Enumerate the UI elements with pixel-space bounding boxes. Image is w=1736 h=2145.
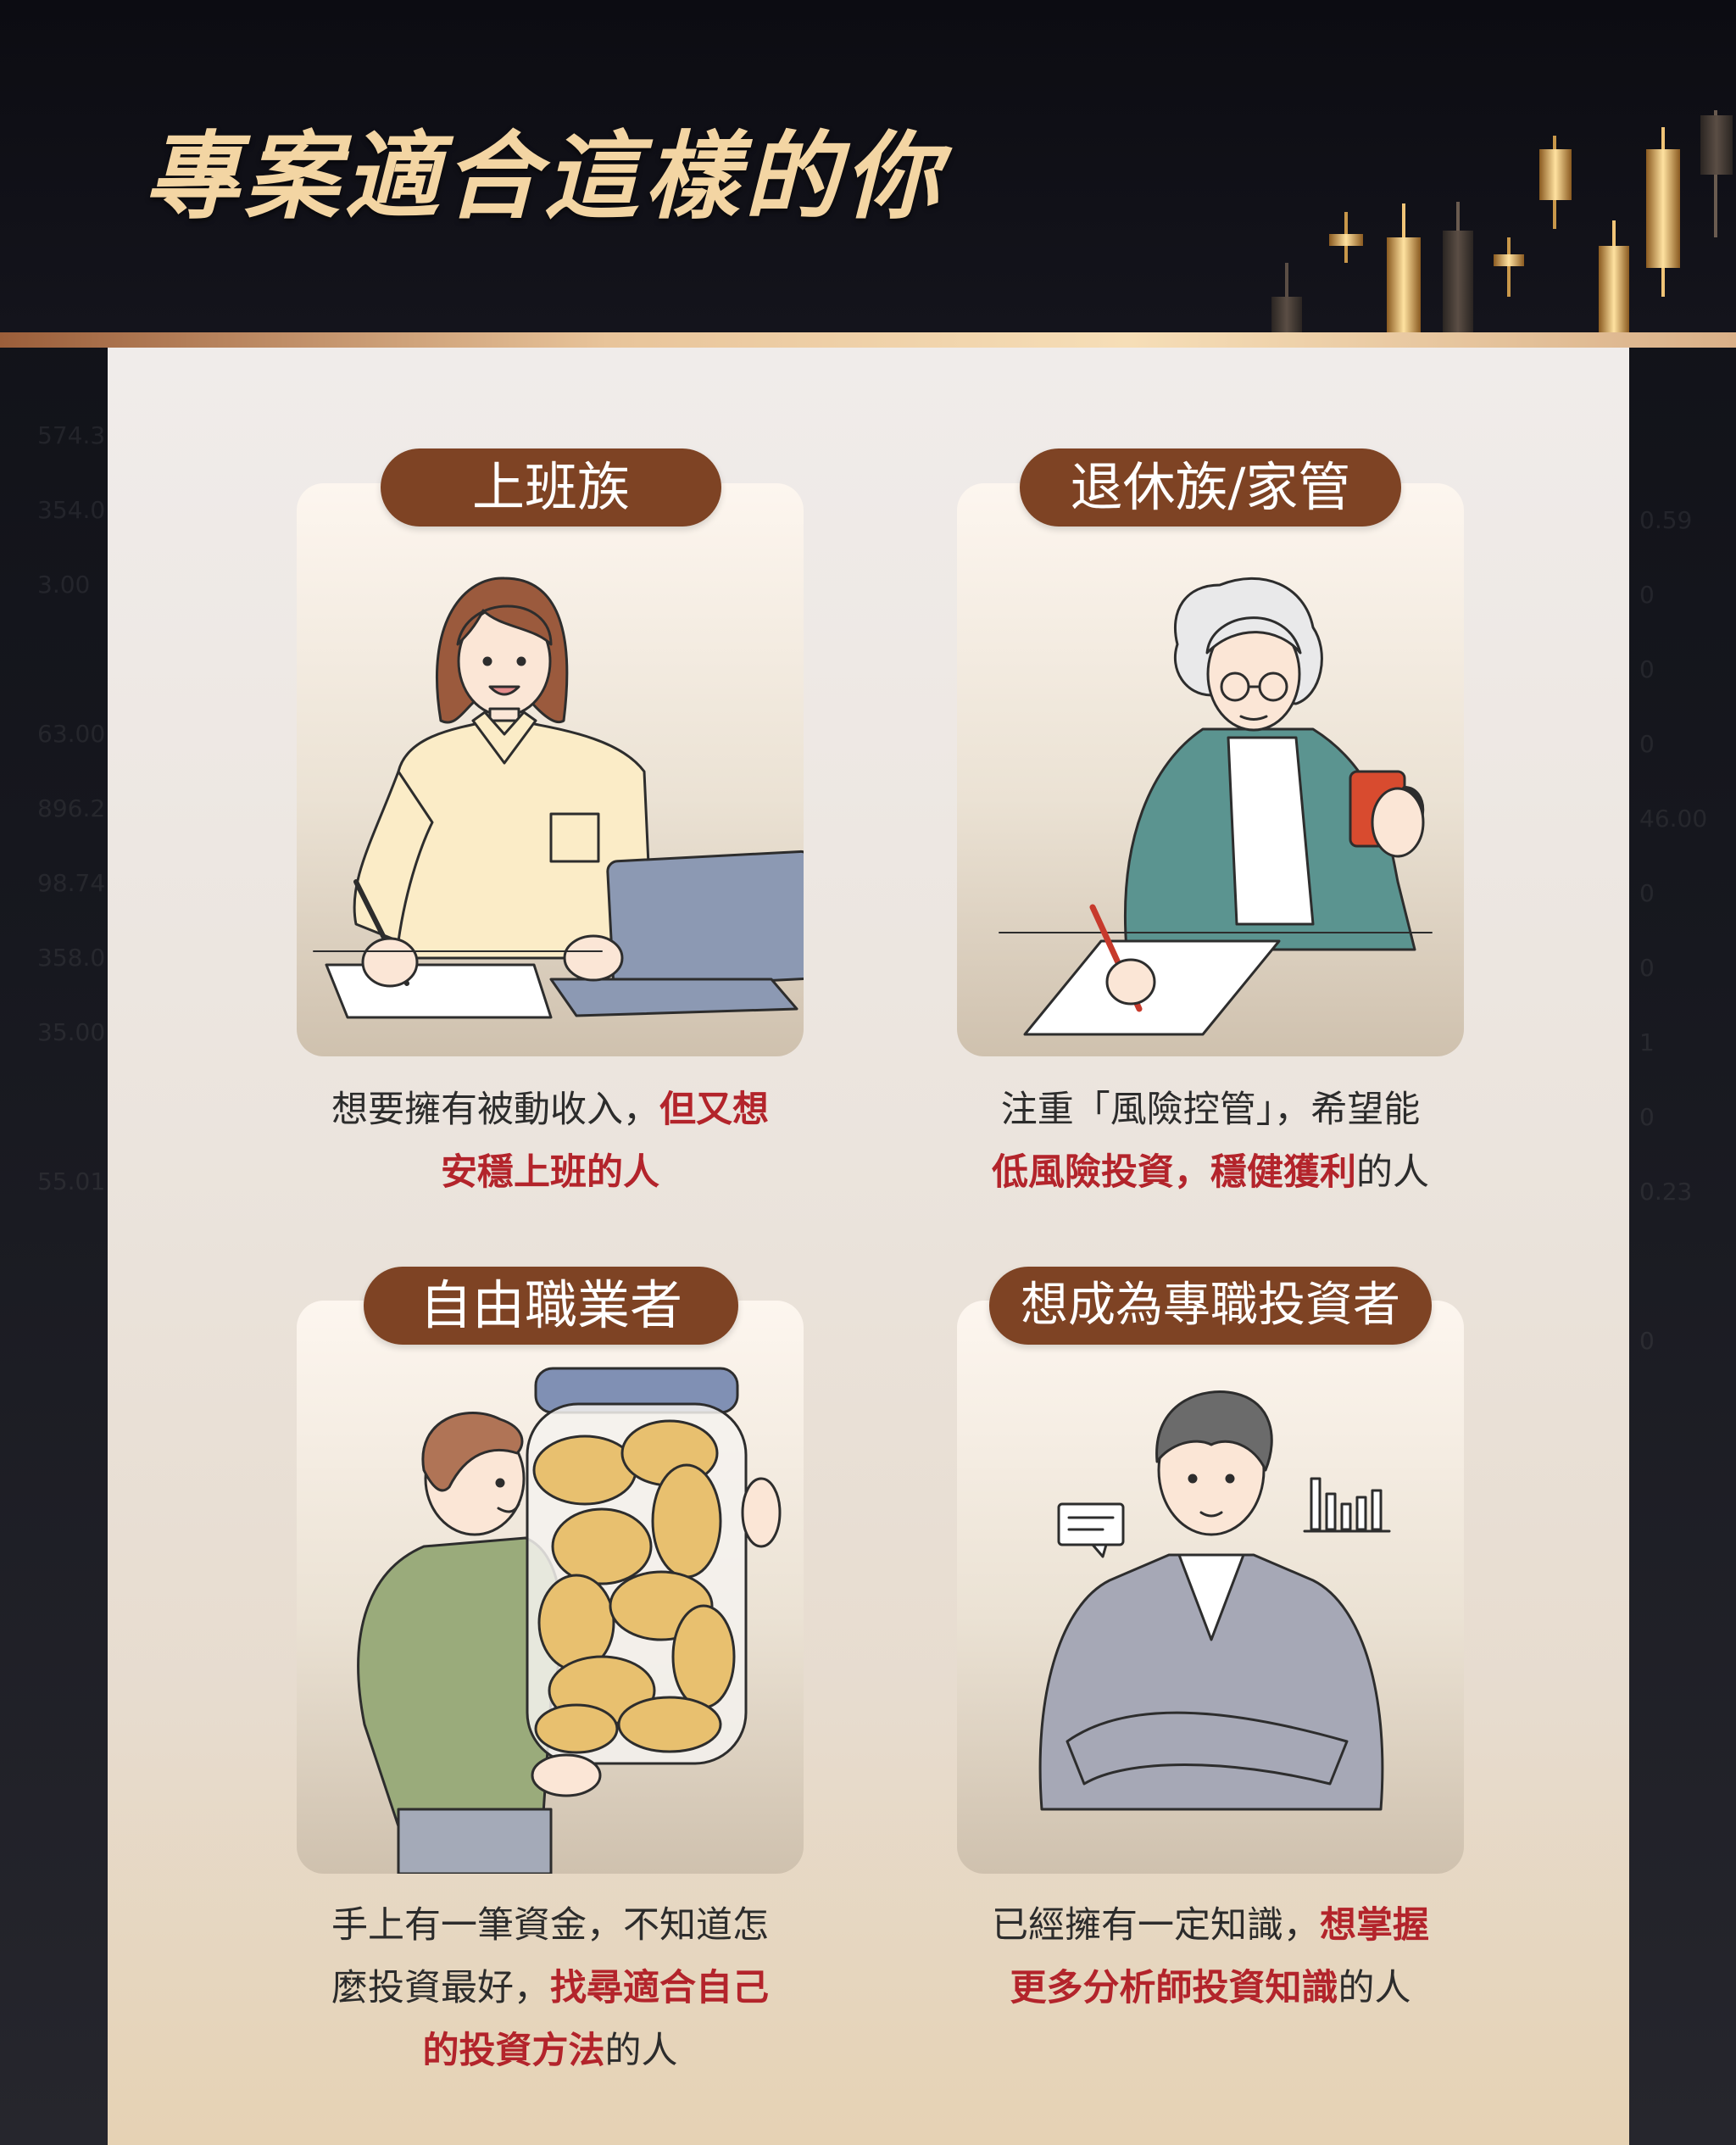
header-divider [0, 332, 1736, 348]
bg-number: 0 [1639, 632, 1707, 707]
bg-number: 35.00 [37, 995, 105, 1070]
desc-highlight: 想掌握 [1320, 1904, 1429, 1947]
retiree-icon [957, 483, 1464, 1056]
candlestick-decoration-icon [1261, 102, 1736, 336]
bg-number: 0.59 [1639, 483, 1707, 558]
desc-text: 注重「風險控管」，希望能 [1001, 1089, 1421, 1131]
bg-number: 46.00 [1639, 782, 1707, 856]
desc-text: 的人 [1356, 1151, 1429, 1194]
background-numbers-left: 574.3 354.0 3.00 63.00 896.2 98.74 358.0… [37, 398, 105, 1219]
tag-investor: 想成為專職投資者 [989, 1267, 1432, 1345]
tag-retiree: 退休族/家管 [1020, 448, 1401, 526]
desc-text: 想要擁有被動收入， [331, 1089, 659, 1131]
bg-number: 0 [1639, 1080, 1707, 1155]
desc-office-worker: 想要擁有被動收入，但又想 安穩上班的人 [279, 1078, 821, 1204]
office-worker-icon [297, 483, 804, 1056]
coin-jar-icon [297, 1301, 804, 1874]
card-freelancer [297, 1301, 804, 1874]
background-numbers-right: 0.59 0 0 0 46.00 0 0 1 0 0.23 0 [1639, 483, 1707, 1379]
bg-number: 1 [1639, 1006, 1707, 1080]
tag-freelancer: 自由職業者 [364, 1267, 738, 1345]
card-retiree [957, 483, 1464, 1056]
page-header: 專案適合這樣的你 [0, 0, 1736, 336]
bg-number: 63.00 [37, 697, 105, 772]
desc-highlight: 的投資方法 [423, 2030, 605, 2072]
bg-number: 574.3 [37, 398, 105, 473]
card-investor [957, 1301, 1464, 1874]
bg-number: 0.23 [1639, 1155, 1707, 1229]
bg-number: 0 [1639, 856, 1707, 931]
bg-number: 354.0 [37, 473, 105, 548]
desc-text: 的人 [1338, 1967, 1411, 2009]
bg-number: 0 [1639, 931, 1707, 1006]
desc-highlight: 低風險投資，穩健獲利 [992, 1151, 1356, 1194]
desc-investor: 已經擁有一定知識，想掌握 更多分析師投資知識的人 [939, 1894, 1482, 2020]
bg-number: 896.2 [37, 772, 105, 846]
desc-text: 手上有一筆資金，不知道怎 [331, 1904, 769, 1947]
desc-retiree: 注重「風險控管」，希望能 低風險投資，穩健獲利的人 [939, 1078, 1482, 1204]
desc-highlight: 更多分析師投資知識 [1010, 1967, 1338, 2009]
bg-number: 358.0 [37, 921, 105, 995]
desc-highlight: 找尋適合自己 [550, 1967, 769, 2009]
desc-highlight: 但又想 [659, 1089, 769, 1131]
desc-text: 已經擁有一定知識， [992, 1904, 1320, 1947]
desc-text: 麼投資最好， [331, 1967, 550, 2009]
page-title: 專案適合這樣的你 [144, 100, 944, 237]
bg-number: 0 [1639, 558, 1707, 632]
bg-number: 55.01 [37, 1145, 105, 1219]
card-office-worker [297, 483, 804, 1056]
desc-freelancer: 手上有一筆資金，不知道怎 麼投資最好，找尋適合自己 的投資方法的人 [279, 1894, 821, 2082]
desc-text: 的人 [605, 2030, 678, 2072]
investor-icon [957, 1301, 1464, 1874]
content-panel: 上班族 想要擁有被動收入，但又想 安穩上班的人 [108, 346, 1629, 2145]
bg-number: 98.74 [37, 846, 105, 921]
tag-office-worker: 上班族 [381, 448, 721, 526]
desc-highlight: 安穩上班的人 [441, 1151, 659, 1194]
bg-number: 0 [1639, 707, 1707, 782]
bg-number: 0 [1639, 1304, 1707, 1379]
bg-number: 3.00 [37, 548, 105, 622]
